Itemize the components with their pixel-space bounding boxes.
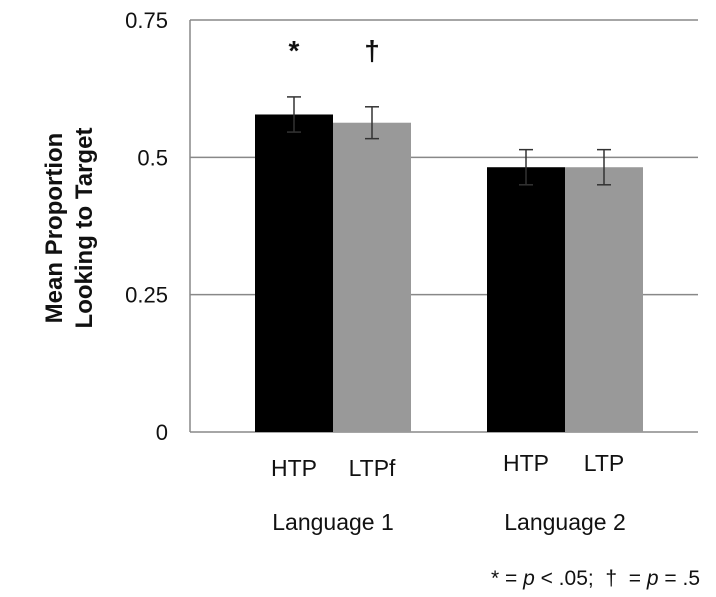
footnote-threshold-1: < .05; (535, 567, 606, 590)
error-bar (287, 96, 301, 133)
footnote-threshold-2: = .5 (659, 567, 700, 590)
category-labels: HTP LTPf Language 1 HTP LTP Language 2 (271, 450, 626, 535)
error-bar (519, 148, 533, 186)
footnote-eq-1: = (499, 567, 523, 590)
y-tick-label: 0.75 (125, 8, 168, 33)
bar (255, 114, 333, 432)
y-tick-labels: 0 0.25 0.5 0.75 (125, 8, 168, 445)
y-axis-title-line-2: Looking to Target (71, 128, 98, 329)
significance-marker: † (364, 35, 380, 66)
footnote-star: * (491, 567, 499, 590)
y-tick-label: 0.25 (125, 283, 168, 308)
bar (487, 167, 565, 433)
y-axis-title: Mean Proportion Looking to Target (41, 128, 98, 329)
y-tick-label: 0.5 (137, 145, 168, 170)
significance-footnote: * = p < .05; † = p = .5 (491, 567, 700, 590)
error-bar (597, 148, 611, 186)
error-bar (365, 106, 379, 140)
y-axis-title-line-1: Mean Proportion (41, 133, 68, 324)
group-label: Language 2 (504, 509, 626, 535)
footnote-p-2: p (646, 567, 659, 590)
bars: * † (255, 35, 643, 433)
bar-category-label: LTP (584, 450, 624, 476)
bar (565, 167, 643, 433)
y-tick-label: 0 (156, 420, 168, 445)
group-label: Language 1 (272, 509, 394, 535)
bar-category-label: HTP (271, 455, 317, 481)
footnote-dagger: † (605, 567, 617, 590)
bar-category-label: LTPf (349, 455, 396, 481)
footnote-p-1: p (522, 567, 535, 590)
bar (333, 122, 411, 432)
footnote-eq-2: = (617, 567, 647, 590)
bar-category-label: HTP (503, 450, 549, 476)
significance-marker: * (289, 35, 300, 66)
